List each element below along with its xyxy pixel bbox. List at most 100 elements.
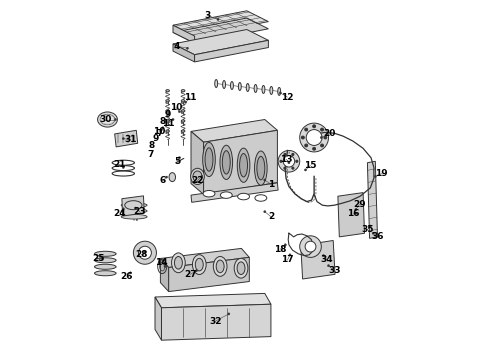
Text: 6: 6 [160,176,166,185]
Text: 13: 13 [280,154,293,163]
Text: 8: 8 [159,117,165,126]
Text: 2: 2 [268,212,274,221]
Ellipse shape [100,115,114,124]
Ellipse shape [240,153,247,177]
Text: 31: 31 [124,135,137,144]
Polygon shape [191,131,204,194]
Text: 23: 23 [134,207,146,216]
Circle shape [369,225,371,227]
Ellipse shape [205,148,213,171]
Circle shape [355,212,357,214]
Text: 28: 28 [135,251,147,259]
Ellipse shape [181,130,185,132]
Ellipse shape [196,258,203,271]
Text: 12: 12 [281,93,294,102]
Polygon shape [191,120,277,142]
Circle shape [185,101,187,103]
Circle shape [300,123,328,152]
Text: 14: 14 [155,258,168,266]
Circle shape [166,176,168,178]
Text: 9: 9 [165,110,171,119]
Ellipse shape [237,148,250,182]
Circle shape [228,313,230,315]
Text: 29: 29 [353,200,366,209]
Ellipse shape [216,260,224,273]
Circle shape [300,236,321,257]
Polygon shape [155,297,162,340]
Circle shape [122,208,124,210]
Ellipse shape [254,151,267,185]
Circle shape [305,128,308,131]
Ellipse shape [121,203,147,207]
Text: 17: 17 [281,256,294,264]
Ellipse shape [203,190,215,197]
Ellipse shape [166,120,170,122]
Circle shape [288,162,290,164]
Polygon shape [338,193,365,237]
Text: 20: 20 [323,129,336,138]
Circle shape [292,167,294,169]
Text: 32: 32 [209,317,222,325]
Ellipse shape [95,258,116,263]
Polygon shape [173,44,195,62]
Ellipse shape [193,171,202,182]
Text: 30: 30 [99,115,112,124]
Ellipse shape [257,156,265,180]
Ellipse shape [222,81,225,89]
Text: 9: 9 [152,134,159,143]
Circle shape [114,118,117,121]
Ellipse shape [98,112,118,127]
Ellipse shape [95,251,116,256]
Ellipse shape [181,90,185,92]
Ellipse shape [166,110,170,112]
Ellipse shape [238,82,241,90]
Polygon shape [122,196,144,216]
Circle shape [164,265,166,267]
Circle shape [296,160,298,162]
Ellipse shape [95,271,116,276]
Circle shape [320,144,323,147]
Polygon shape [160,258,169,292]
Ellipse shape [255,195,267,201]
Circle shape [284,153,286,156]
Ellipse shape [193,255,206,274]
Circle shape [172,118,174,121]
Circle shape [217,18,219,21]
Circle shape [100,257,103,260]
Text: 22: 22 [191,176,204,185]
Polygon shape [173,30,269,55]
Text: 11: 11 [162,118,175,127]
Circle shape [279,92,281,94]
Polygon shape [173,25,195,43]
Ellipse shape [166,100,170,102]
Polygon shape [160,248,249,267]
Ellipse shape [121,214,147,219]
Polygon shape [162,304,271,340]
Text: 7: 7 [147,150,154,158]
Ellipse shape [166,130,170,132]
Circle shape [327,265,330,267]
Text: 1: 1 [268,180,274,189]
Ellipse shape [172,253,185,273]
Circle shape [201,175,203,177]
Ellipse shape [181,100,185,102]
Text: 15: 15 [304,161,317,170]
Ellipse shape [215,80,218,87]
Circle shape [196,270,197,272]
Ellipse shape [191,168,204,184]
Text: 11: 11 [184,94,196,102]
Ellipse shape [181,110,185,112]
Text: 5: 5 [174,157,180,166]
Ellipse shape [220,192,232,198]
Ellipse shape [213,256,227,276]
Circle shape [129,272,132,274]
Text: 21: 21 [114,161,126,169]
Polygon shape [204,130,277,194]
Polygon shape [173,11,269,36]
Text: 26: 26 [121,272,133,281]
Circle shape [133,241,156,264]
Ellipse shape [222,150,230,174]
Ellipse shape [246,84,249,91]
Circle shape [305,144,308,147]
Circle shape [320,136,322,139]
